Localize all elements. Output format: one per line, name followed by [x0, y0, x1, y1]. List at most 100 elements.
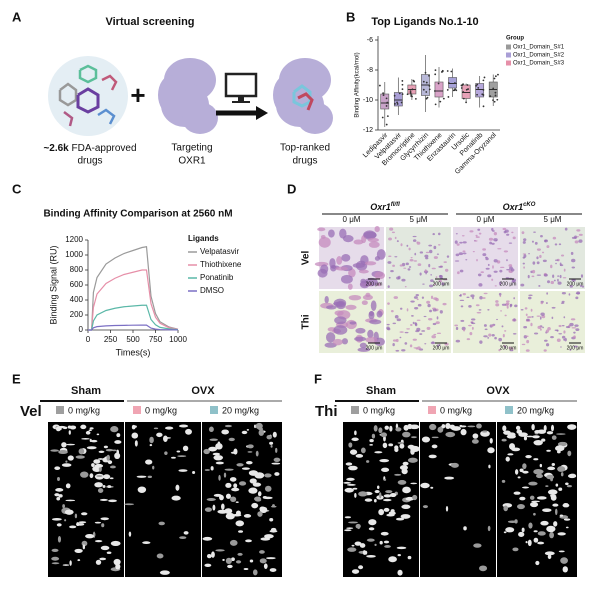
stain	[478, 283, 483, 287]
trabecula	[395, 517, 405, 521]
jitter-dot	[489, 95, 492, 98]
trabecula	[551, 435, 557, 440]
dose-label: 5 μM	[544, 215, 562, 224]
trabecula	[553, 521, 558, 527]
trabecula	[93, 459, 101, 464]
stain	[506, 268, 511, 271]
stain	[550, 280, 555, 285]
stain	[563, 316, 566, 319]
stain	[512, 332, 517, 335]
stain	[559, 274, 562, 279]
trabecula	[395, 427, 402, 432]
group-label: OVX	[191, 385, 215, 397]
stain	[459, 269, 464, 273]
stain	[479, 340, 483, 344]
stain	[405, 262, 409, 266]
stain	[466, 296, 470, 299]
group-label: Sham	[71, 385, 101, 397]
trabecula	[410, 445, 420, 453]
stain	[524, 307, 528, 310]
stain	[547, 280, 550, 284]
stain	[406, 244, 409, 247]
trabecula	[373, 498, 377, 503]
stain	[388, 237, 392, 241]
trabecula	[235, 560, 242, 564]
stain	[471, 318, 476, 321]
stain	[509, 349, 514, 352]
trabecula	[383, 540, 390, 544]
trabecula	[177, 455, 187, 457]
stain	[502, 227, 507, 231]
trabecula	[270, 527, 277, 532]
stain	[431, 335, 436, 339]
stain	[442, 302, 447, 306]
trabecula	[482, 430, 488, 433]
dose-label: 5 μM	[410, 215, 428, 224]
trabecula	[68, 430, 71, 435]
trabecula	[182, 445, 189, 452]
trabecula	[358, 565, 364, 570]
y-tick-label: -6	[367, 37, 373, 44]
legend-title: Group	[506, 36, 524, 42]
stain	[506, 259, 508, 262]
trabecula	[136, 475, 147, 478]
trabecula	[397, 441, 405, 444]
stain	[333, 298, 347, 308]
trabecula	[445, 431, 456, 438]
stain	[570, 318, 576, 321]
stain	[543, 349, 547, 352]
trabecula	[249, 478, 257, 484]
jitter-dot	[412, 79, 415, 82]
stain	[574, 235, 578, 239]
trabecula	[64, 519, 67, 522]
jitter-dot	[428, 85, 431, 87]
stain	[511, 280, 516, 283]
jitter-dot	[437, 82, 440, 85]
stain	[525, 335, 529, 337]
trabecula	[206, 498, 216, 501]
jitter-dot	[406, 93, 409, 96]
panel-label: B	[346, 9, 355, 24]
micrograph	[520, 291, 585, 353]
stain	[404, 342, 408, 345]
trabecula	[85, 533, 95, 539]
trabecula	[380, 531, 389, 536]
stain	[392, 339, 397, 342]
trabecula	[264, 534, 274, 539]
trabecula	[560, 472, 564, 477]
trabecula	[531, 423, 535, 431]
stain	[370, 300, 377, 311]
trabecula	[382, 498, 392, 502]
trabecula	[546, 449, 551, 452]
stain	[369, 319, 382, 325]
trabecula	[65, 460, 68, 463]
trabecula	[249, 559, 254, 563]
trabecula	[525, 455, 532, 459]
trabecula	[81, 540, 88, 547]
stain	[499, 269, 503, 273]
trabecula	[95, 559, 102, 565]
top-label: Top-ranked	[280, 143, 330, 154]
trabecula	[99, 498, 109, 501]
trabecula	[94, 539, 103, 543]
jitter-dot	[428, 74, 430, 77]
trabecula	[366, 538, 375, 542]
jitter-dot	[493, 100, 496, 103]
stain	[480, 271, 485, 274]
stain	[444, 268, 449, 272]
stain	[443, 261, 447, 263]
stain	[438, 279, 443, 283]
trabecula	[536, 473, 543, 479]
stain	[496, 318, 498, 321]
stain	[476, 258, 478, 262]
trabecula	[384, 425, 389, 430]
stain	[432, 233, 435, 236]
jitter-dot	[422, 88, 425, 91]
stain	[406, 328, 411, 330]
trabecula	[471, 439, 479, 444]
stain	[536, 248, 541, 251]
trabecula	[227, 564, 233, 569]
trabecula	[111, 449, 117, 452]
jitter-dot	[386, 115, 389, 118]
trabecula	[254, 471, 259, 478]
